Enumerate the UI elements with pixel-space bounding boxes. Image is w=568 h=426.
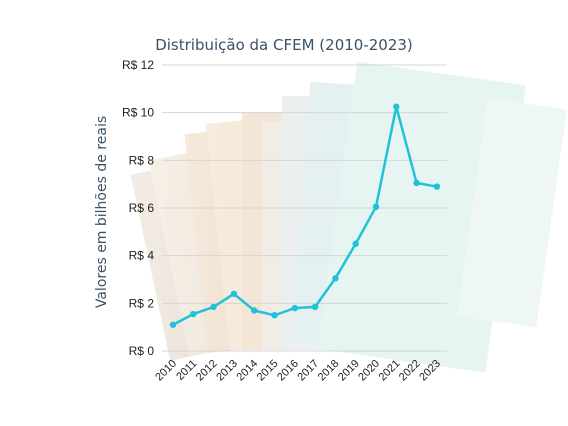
x-tick-label: 2015 [255, 358, 281, 384]
x-tick-label: 2016 [275, 358, 301, 384]
data-point [393, 103, 400, 110]
data-point [271, 312, 278, 319]
y-tick-label: R$ 4 [129, 249, 155, 263]
x-tick-label: 2020 [356, 358, 382, 384]
data-point [190, 310, 197, 318]
data-point [311, 303, 319, 311]
y-tick-label: R$ 0 [129, 344, 155, 358]
y-tick-label: R$ 6 [129, 201, 155, 215]
data-point [372, 203, 380, 211]
series-line [171, 105, 439, 327]
data-point [291, 304, 298, 312]
data-point [413, 179, 420, 187]
y-tick-label: R$ 8 [129, 153, 155, 167]
data-point [169, 321, 177, 328]
data-point [332, 275, 339, 282]
y-axis-label: Valores em bilhões de reais [94, 116, 110, 308]
data-point [251, 307, 258, 314]
y-tick-label: R$ 12 [122, 58, 154, 72]
y-tick-label: R$ 10 [122, 106, 154, 120]
x-tick-label: 2021 [377, 358, 403, 384]
data-point [433, 183, 441, 190]
data-point [352, 240, 359, 247]
data-point [230, 290, 238, 297]
y-tick-labels: R$ 0 R$ 2 R$ 4 R$ 6 R$ 8 R$ 10 R$ 12 [122, 58, 154, 358]
x-tick-label: 2018 [316, 358, 342, 384]
data-point [210, 303, 217, 311]
y-tick-label: R$ 2 [129, 296, 155, 310]
chart-title: Distribuição da CFEM (2010-2023) [155, 36, 413, 54]
x-tick-label: 2017 [295, 358, 321, 384]
x-tick-label: 2019 [336, 358, 362, 384]
x-tick-label: 2014 [235, 358, 261, 384]
y-gridlines [162, 64, 447, 352]
data-series [169, 103, 441, 328]
